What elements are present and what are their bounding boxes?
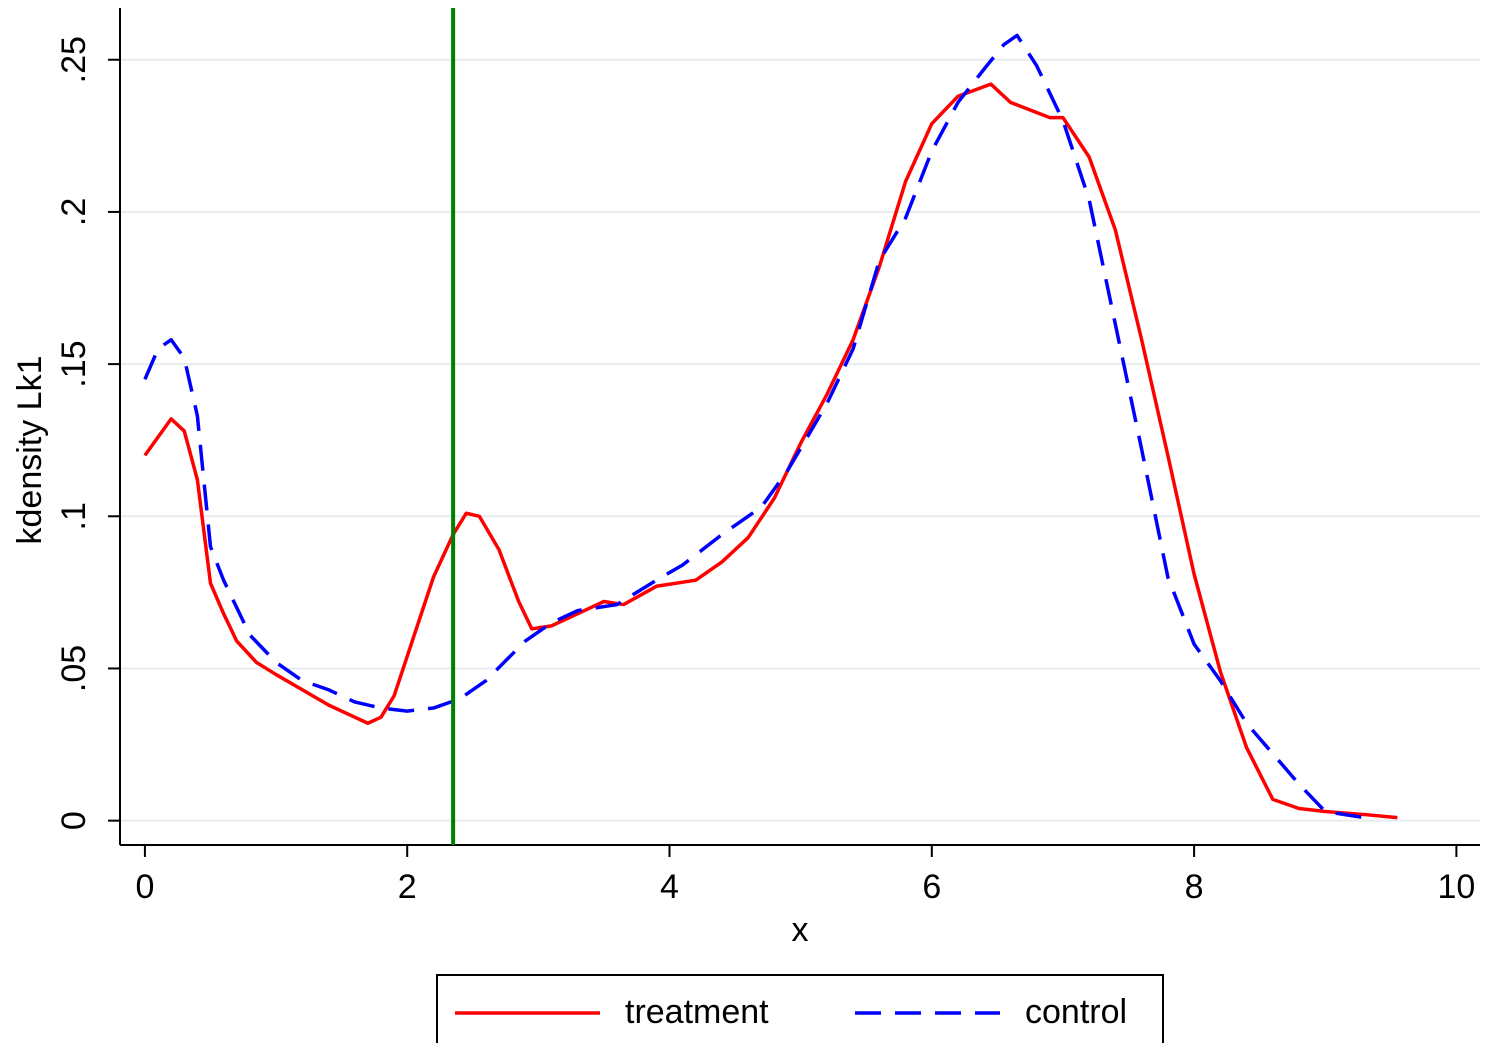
y-axis-title: kdensity Lk1	[11, 356, 49, 545]
y-tick-label: .05	[55, 645, 93, 692]
legend-box	[436, 974, 1164, 1043]
y-tick-label: .2	[55, 198, 93, 226]
x-tick-label: 6	[922, 868, 941, 906]
x-tick-label: 8	[1185, 868, 1204, 906]
x-tick-label: 2	[398, 868, 417, 906]
x-tick-label: 4	[660, 868, 679, 906]
x-tick-label: 10	[1437, 868, 1475, 906]
x-axis-title: x	[792, 911, 809, 949]
x-tick-label: 0	[135, 868, 154, 906]
y-tick-label: .25	[55, 36, 93, 83]
legend-label: control	[1025, 993, 1127, 1031]
y-tick-label: .1	[55, 502, 93, 530]
series-line	[143, 33, 1365, 820]
series-line	[143, 82, 1398, 820]
legend-label: treatment	[625, 993, 769, 1031]
y-tick-label: 0	[55, 811, 93, 830]
y-tick-label: .15	[55, 340, 93, 387]
